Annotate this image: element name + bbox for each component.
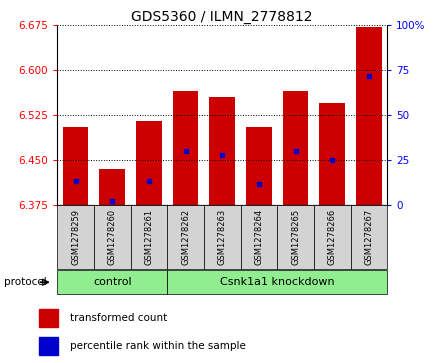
- Title: GDS5360 / ILMN_2778812: GDS5360 / ILMN_2778812: [132, 11, 313, 24]
- Bar: [319, 103, 345, 205]
- Text: GSM1278262: GSM1278262: [181, 209, 190, 265]
- Text: GSM1278260: GSM1278260: [108, 209, 117, 265]
- Text: control: control: [93, 277, 132, 287]
- Bar: [209, 97, 235, 205]
- Bar: [99, 169, 125, 205]
- Bar: [94, 205, 131, 269]
- Text: GSM1278266: GSM1278266: [328, 209, 337, 265]
- Bar: [246, 127, 272, 205]
- Bar: [136, 121, 162, 205]
- Bar: [167, 270, 387, 294]
- Bar: [241, 205, 277, 269]
- Text: GSM1278263: GSM1278263: [218, 209, 227, 265]
- Text: percentile rank within the sample: percentile rank within the sample: [70, 341, 246, 351]
- Bar: [39, 309, 58, 327]
- Text: GSM1278265: GSM1278265: [291, 209, 300, 265]
- Bar: [39, 337, 58, 355]
- Bar: [57, 205, 94, 269]
- Bar: [314, 205, 351, 269]
- Bar: [131, 205, 167, 269]
- Bar: [63, 127, 88, 205]
- Text: GSM1278267: GSM1278267: [364, 209, 374, 265]
- Bar: [167, 205, 204, 269]
- Text: Csnk1a1 knockdown: Csnk1a1 knockdown: [220, 277, 334, 287]
- Text: transformed count: transformed count: [70, 313, 168, 323]
- Bar: [277, 205, 314, 269]
- Text: protocol: protocol: [4, 277, 47, 287]
- Bar: [283, 91, 308, 205]
- Text: GSM1278261: GSM1278261: [144, 209, 154, 265]
- Bar: [356, 27, 382, 205]
- Bar: [173, 91, 198, 205]
- Bar: [57, 270, 167, 294]
- Bar: [204, 205, 241, 269]
- Bar: [351, 205, 387, 269]
- Text: GSM1278264: GSM1278264: [254, 209, 264, 265]
- Text: GSM1278259: GSM1278259: [71, 209, 80, 265]
